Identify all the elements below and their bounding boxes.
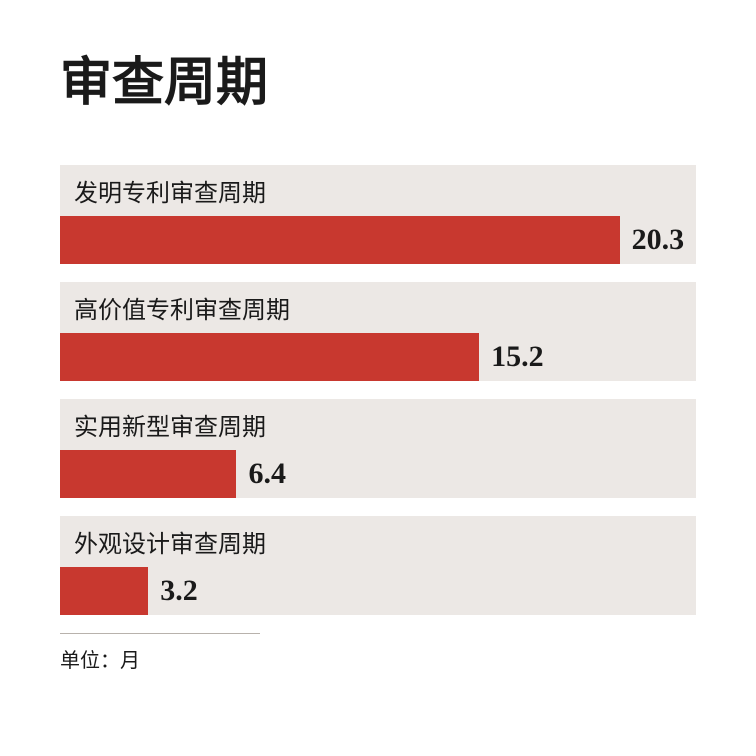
bar-value: 3.2: [160, 574, 198, 608]
chart-row: 高价值专利审查周期 15.2: [60, 282, 696, 381]
bar: [60, 450, 236, 498]
row-label: 外观设计审查周期: [60, 516, 696, 567]
row-bar-band: 15.2: [60, 333, 696, 381]
page-title: 审查周期: [60, 40, 696, 115]
bar-chart: 发明专利审查周期 20.3 高价值专利审查周期 15.2 实用新型审查周期 6.…: [60, 165, 696, 615]
row-bar-band: 20.3: [60, 216, 696, 264]
row-bar-band: 3.2: [60, 567, 696, 615]
unit-label: 单位：月: [60, 644, 260, 673]
row-label: 高价值专利审查周期: [60, 282, 696, 333]
chart-row: 外观设计审查周期 3.2: [60, 516, 696, 615]
bar-value: 6.4: [248, 457, 286, 491]
bar-value: 15.2: [491, 340, 544, 374]
bar: [60, 216, 620, 264]
row-label: 实用新型审查周期: [60, 399, 696, 450]
bar: [60, 333, 479, 381]
bar-value: 20.3: [632, 223, 685, 257]
chart-footer: 单位：月: [60, 633, 260, 673]
bar: [60, 567, 148, 615]
row-label: 发明专利审查周期: [60, 165, 696, 216]
row-bar-band: 6.4: [60, 450, 696, 498]
chart-row: 发明专利审查周期 20.3: [60, 165, 696, 264]
chart-row: 实用新型审查周期 6.4: [60, 399, 696, 498]
